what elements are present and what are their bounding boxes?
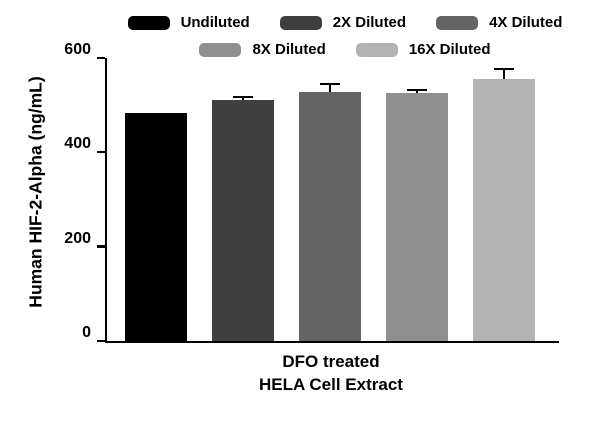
legend-label: 4X Diluted bbox=[489, 14, 563, 31]
legend-item: Undiluted bbox=[127, 14, 250, 31]
legend-swatch-icon bbox=[436, 15, 479, 30]
y-tick-label: 200 bbox=[64, 229, 91, 247]
legend-item: 8X Diluted bbox=[199, 41, 326, 58]
legend-row: Undiluted 2X Diluted 4X Diluted bbox=[127, 14, 562, 31]
x-axis-title: DFO treated HELA Cell Extract bbox=[105, 351, 557, 397]
error-bar-line bbox=[328, 85, 331, 93]
y-tick-mark bbox=[97, 245, 105, 248]
y-tick-label: 400 bbox=[64, 135, 91, 153]
legend-label: 2X Diluted bbox=[332, 14, 407, 31]
bar-2x-diluted bbox=[211, 100, 274, 341]
y-tick-mark bbox=[97, 339, 105, 342]
legend-swatch-icon bbox=[279, 15, 322, 30]
bar-4x-diluted bbox=[298, 92, 361, 341]
error-bar-cap bbox=[493, 68, 514, 71]
legend-swatch-icon bbox=[199, 42, 242, 57]
legend-item: 4X Diluted bbox=[436, 14, 562, 31]
error-bar-cap bbox=[406, 88, 427, 91]
legend-label: 8X Diluted bbox=[252, 41, 326, 58]
legend-label: 16X Diluted bbox=[408, 41, 491, 58]
bar-undiluted bbox=[124, 112, 187, 341]
bar-16x-diluted bbox=[472, 79, 535, 341]
legend-label: Undiluted bbox=[180, 14, 250, 31]
bar-8x-diluted bbox=[385, 93, 448, 341]
legend-item: 16X Diluted bbox=[355, 41, 491, 58]
y-tick-mark bbox=[97, 150, 105, 154]
chart-legend: Undiluted 2X Diluted 4X Diluted 8X Diluted 1… bbox=[100, 14, 590, 58]
y-tick-label: 600 bbox=[64, 41, 91, 58]
y-tick-mark bbox=[97, 56, 105, 59]
y-tick-label: 0 bbox=[82, 324, 91, 341]
error-bar-cap bbox=[232, 95, 253, 98]
x-axis-title-line1: DFO treated bbox=[282, 352, 380, 371]
plot-area: 0 200 400 600 bbox=[64, 41, 559, 343]
error-bar-cap bbox=[319, 83, 340, 86]
error-bar-line bbox=[241, 97, 244, 101]
error-bar-line bbox=[502, 70, 505, 80]
legend-row: 8X Diluted 16X Diluted bbox=[199, 41, 491, 58]
legend-swatch-icon bbox=[355, 42, 398, 57]
legend-swatch-icon bbox=[127, 15, 170, 30]
legend-item: 2X Diluted bbox=[279, 14, 407, 31]
error-bar-line bbox=[415, 90, 418, 94]
y-axis-title: Human HIF-2-Alpha (ng/mL) bbox=[25, 76, 46, 308]
x-axis-title-line2: HELA Cell Extract bbox=[259, 374, 403, 394]
